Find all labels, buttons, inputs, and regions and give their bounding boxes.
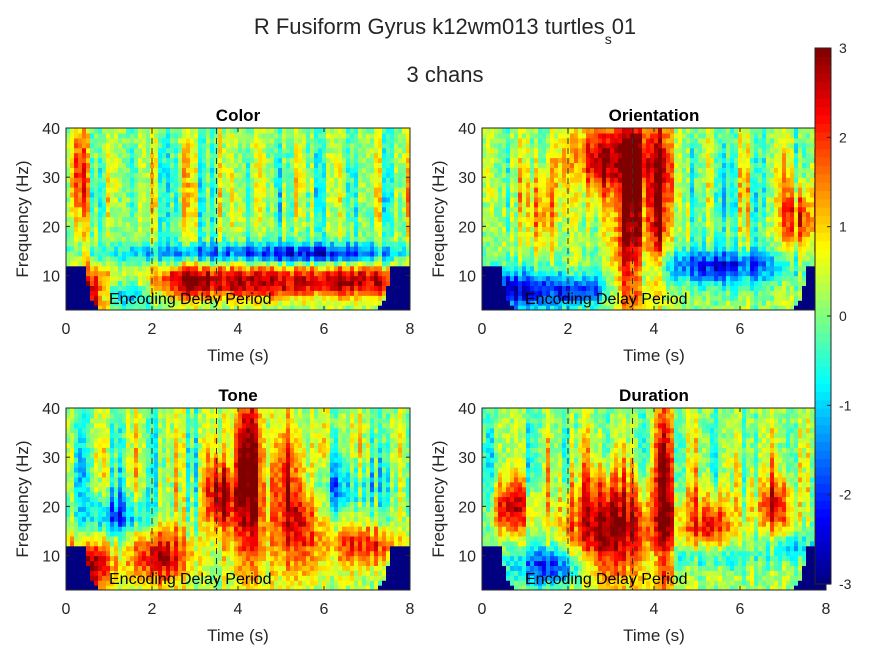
y-axis-label: Frequency (Hz) <box>13 160 32 277</box>
colorbar-tick-label: -2 <box>839 487 852 503</box>
x-tick-label: 0 <box>478 321 487 338</box>
y-tick-label: 20 <box>458 499 476 516</box>
x-tick-label: 8 <box>406 601 415 618</box>
spectrogram <box>482 408 826 590</box>
colorbar-tick-label: -3 <box>839 576 852 592</box>
x-axis-label: Time (s) <box>207 346 269 365</box>
spectrogram <box>66 128 410 310</box>
y-tick-label: 30 <box>42 170 60 187</box>
annotation-encoding: Encoding <box>525 291 592 308</box>
y-axis-label: Frequency (Hz) <box>13 440 32 557</box>
colorbar-tick-label: -1 <box>839 397 852 413</box>
x-tick-label: 6 <box>320 321 329 338</box>
figure-subtitle: 3 chans <box>406 62 483 87</box>
y-tick-label: 30 <box>42 450 60 467</box>
colorbar-tick-label: 1 <box>839 219 847 235</box>
x-axis-label: Time (s) <box>623 346 685 365</box>
figure-title: R Fusiform Gyrus k12wm013 turtless01 <box>254 14 636 47</box>
y-axis-label: Frequency (Hz) <box>429 160 448 277</box>
panel-color: 10 20 30 40 0 2 4 6 8 Color Time (s) Frequency (Hz)… <box>13 106 415 365</box>
x-tick-label: 2 <box>148 601 157 618</box>
panel-title: Duration <box>619 386 689 405</box>
y-tick-label: 20 <box>42 499 60 516</box>
panel-title: Color <box>216 106 261 125</box>
panel-tone: 10 20 30 40 0 2 4 6 8 Tone Time (s) Frequency (Hz) E… <box>13 386 415 645</box>
panel-title: Tone <box>218 386 257 405</box>
annotation-delay-period: Delay Period <box>596 291 688 308</box>
annotation-encoding: Encoding <box>525 571 592 588</box>
x-tick-label: 2 <box>564 321 573 338</box>
y-tick-label: 10 <box>458 269 476 286</box>
colorbar-tick-label: 0 <box>839 308 847 324</box>
x-tick-label: 0 <box>62 601 71 618</box>
panel-orientation: 10 20 30 40 0 2 4 6 Orientation Time (s) Frequency… <box>429 106 827 365</box>
annotation-delay-period: Delay Period <box>180 291 272 308</box>
y-tick-label: 20 <box>42 219 60 236</box>
x-tick-label: 6 <box>736 321 745 338</box>
y-tick-label: 40 <box>458 401 476 418</box>
x-tick-label: 8 <box>406 321 415 338</box>
colorbar-tick-label: 3 <box>839 40 847 56</box>
x-tick-label: 6 <box>320 601 329 618</box>
annotation-encoding: Encoding <box>109 571 176 588</box>
y-tick-label: 10 <box>458 549 476 566</box>
colorbar-tick-label: 2 <box>839 129 847 145</box>
x-tick-label: 8 <box>822 601 831 618</box>
x-tick-label: 2 <box>148 321 157 338</box>
x-axis-label: Time (s) <box>207 626 269 645</box>
x-tick-label: 6 <box>736 601 745 618</box>
x-tick-label: 0 <box>478 601 487 618</box>
y-tick-label: 40 <box>42 401 60 418</box>
y-tick-label: 40 <box>458 121 476 138</box>
panel-title: Orientation <box>609 106 700 125</box>
x-tick-label: 2 <box>564 601 573 618</box>
x-tick-label: 0 <box>62 321 71 338</box>
x-tick-label: 4 <box>234 321 243 338</box>
spectrogram <box>66 408 410 590</box>
y-tick-label: 40 <box>42 121 60 138</box>
x-tick-label: 4 <box>234 601 243 618</box>
y-axis-label: Frequency (Hz) <box>429 440 448 557</box>
y-tick-label: 30 <box>458 170 476 187</box>
y-tick-label: 10 <box>42 269 60 286</box>
annotation-delay-period: Delay Period <box>180 571 272 588</box>
y-tick-label: 10 <box>42 549 60 566</box>
y-tick-label: 30 <box>458 450 476 467</box>
x-axis-label: Time (s) <box>623 626 685 645</box>
spectrogram <box>482 128 826 310</box>
panel-duration: 10 20 30 40 0 2 4 6 8 Duration Time (s) Frequency (… <box>429 386 831 645</box>
x-tick-label: 4 <box>650 321 659 338</box>
x-tick-label: 4 <box>650 601 659 618</box>
annotation-delay-period: Delay Period <box>596 571 688 588</box>
y-tick-label: 20 <box>458 219 476 236</box>
annotation-encoding: Encoding <box>109 291 176 308</box>
